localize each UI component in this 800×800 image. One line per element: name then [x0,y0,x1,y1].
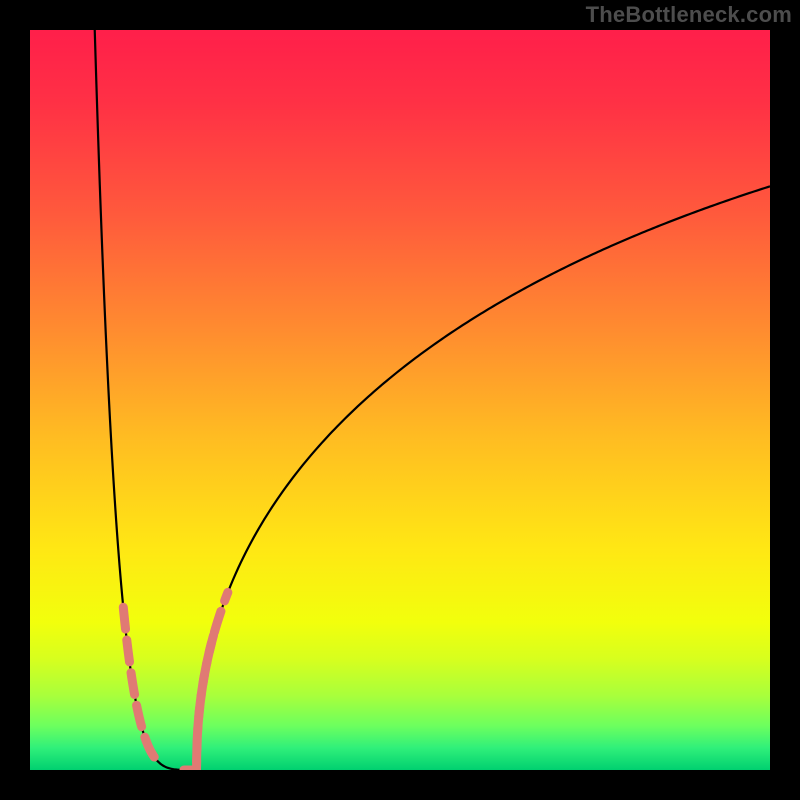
bottleneck-curve-chart [30,30,770,770]
watermark-text: TheBottleneck.com [586,2,792,28]
gradient-background [30,30,770,770]
